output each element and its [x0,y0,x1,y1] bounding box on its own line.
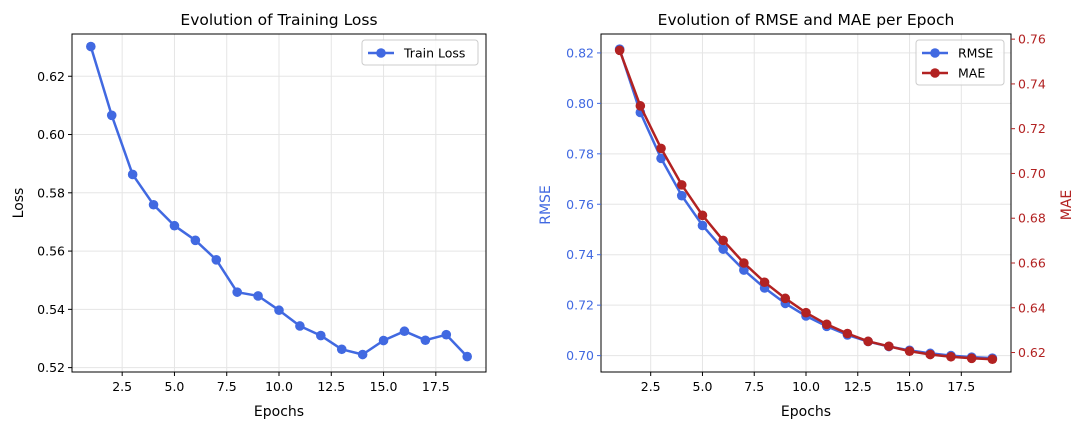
data-point [718,235,728,246]
data-point [780,293,791,304]
legend: RMSE MAE [915,39,1005,86]
y-tick-label-right: 0.62 [1018,345,1046,360]
y-tick-label: 0.74 [566,247,594,262]
data-point [614,45,625,56]
data-point [190,235,201,246]
data-point [106,110,117,121]
y-tick-label: 0.70 [566,348,594,363]
x-tick-label: 7.5 [744,379,764,394]
data-point [863,336,873,347]
data-point [697,220,708,231]
y-tick-label: 0.58 [37,185,65,200]
data-point [378,335,389,346]
x-tick-label: 12.5 [317,379,345,394]
data-point [718,244,728,254]
data-point [274,305,284,316]
rmse-mae-chart: Evolution of RMSE and MAE per Epoch 2.5 5… [538,11,1075,420]
y-tick-label: 0.72 [566,298,594,313]
data-point [697,210,708,221]
legend-label: Train Loss [403,46,465,61]
y-tick-label: 0.52 [37,360,65,375]
y-tick-label: 0.60 [37,127,65,142]
y-axis-label-right: MAE [1059,190,1075,221]
data-point [676,180,687,190]
data-point [635,101,646,111]
legend-label: RMSE [958,46,993,61]
data-point [656,143,666,154]
data-point [211,255,222,265]
x-tick-label: 10.0 [265,379,293,394]
y-tick-label: 0.54 [37,302,65,317]
y-tick-label: 0.80 [566,96,594,111]
x-tick-label: 10.0 [792,379,820,394]
data-point [842,328,853,339]
y-tick-label-right: 0.68 [1018,211,1046,226]
y-tick-label-right: 0.64 [1018,300,1046,315]
data-point [946,351,956,362]
data-point [739,258,749,268]
x-tick-label: 15.0 [370,379,398,394]
data-point [925,349,936,360]
data-point [676,190,687,201]
data-point [904,346,915,356]
y-tick-label-right: 0.76 [1018,32,1046,47]
x-tick-label: 17.5 [947,379,975,394]
data-point [399,326,410,337]
data-point [462,351,472,362]
data-point [253,291,263,301]
y-tick-label-right: 0.72 [1018,121,1046,136]
legend-marker [376,48,386,58]
data-point [420,335,431,346]
x-tick-label: 2.5 [112,379,132,394]
chart-title: Evolution of RMSE and MAE per Epoch [658,11,955,29]
data-point [884,341,894,352]
data-point [336,344,347,355]
data-point [357,349,368,360]
data-point [759,277,770,288]
legend-box [361,39,479,66]
data-point [801,307,811,318]
legend-marker [930,68,940,78]
data-point [821,319,832,330]
data-point [739,265,749,275]
y-tick-label: 0.76 [566,197,594,212]
x-axis-label: Epochs [781,404,831,420]
data-point [127,169,138,180]
x-axis-label: Epochs [254,404,304,420]
data-point [148,199,159,210]
y-tick-label: 0.62 [37,69,65,84]
chart-title: Evolution of Training Loss [180,11,377,29]
y-axis-label: Loss [11,188,27,219]
x-tick-label: 12.5 [844,379,872,394]
x-tick-label: 5.0 [165,379,185,394]
y-tick-label-right: 0.66 [1018,255,1046,270]
y-axis-label-left: RMSE [538,185,554,225]
x-tick-label: 5.0 [693,379,713,394]
x-tick-label: 15.0 [896,379,924,394]
training-loss-chart: Evolution of Training Loss 2.5 5.0 7.5 10.0… [11,11,487,420]
x-tick-label: 17.5 [422,379,450,394]
data-point [656,153,666,164]
data-point [987,354,998,365]
data-point [169,220,180,231]
data-point [295,321,305,331]
y-tick-label: 0.78 [566,146,594,161]
legend-label: MAE [958,66,985,81]
y-tick-label: 0.82 [566,45,594,60]
data-point [441,329,452,340]
legend: Train Loss [361,39,479,66]
x-tick-label: 7.5 [217,379,237,394]
y-tick-label-right: 0.74 [1018,76,1046,91]
y-tick-label: 0.56 [37,244,65,259]
data-point [86,41,96,52]
data-point [232,287,242,297]
data-point [316,330,326,341]
data-point [966,353,977,364]
y-tick-label-right: 0.70 [1018,166,1046,181]
x-tick-label: 2.5 [641,379,661,394]
legend-marker [930,48,940,58]
